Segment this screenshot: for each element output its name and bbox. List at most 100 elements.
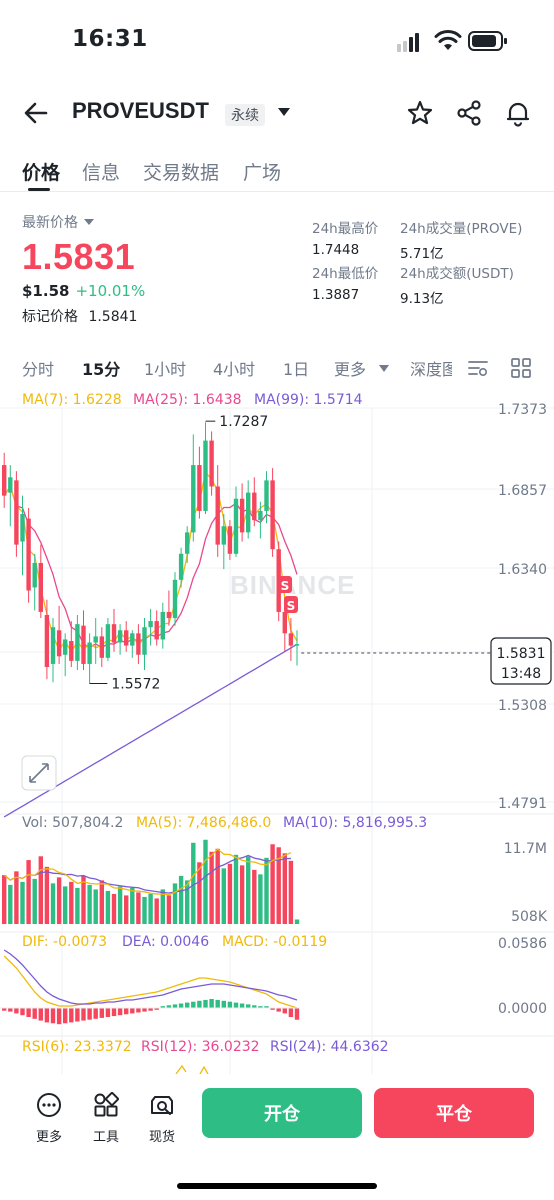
kline-chart-svg[interactable]: BINANCE 1.7373 1.6857 1.6340 1.5308 1.4791 1.7… <box>0 384 554 1074</box>
tools-label: 工具 <box>92 1130 119 1145</box>
binance-watermark: BINANCE <box>230 570 355 600</box>
volume-ma5-indicator: MA(5): 7,486,486.0 <box>136 815 272 831</box>
kline-chart[interactable]: BINANCE 1.7373 1.6857 1.6340 1.5308 1.4791 1.7… <box>0 384 554 1074</box>
pair-dropdown-caret-icon[interactable] <box>278 108 290 116</box>
tab-info[interactable]: 信息 <box>82 162 121 184</box>
stat-value: 1.7448 <box>312 242 360 258</box>
layout-grid-icon[interactable] <box>510 358 532 378</box>
volume-bar <box>87 884 92 924</box>
macd-histogram-bar <box>69 1008 74 1023</box>
macd-histogram-bar <box>75 1008 80 1022</box>
macd-histogram-bar <box>14 1008 19 1014</box>
volume-bar <box>8 884 13 924</box>
share-icon[interactable] <box>455 99 483 127</box>
bell-icon[interactable] <box>504 99 532 127</box>
bottom-action-bar: 更多 工具 现货 开仓 平仓 <box>0 1078 554 1158</box>
candle-body <box>197 465 202 511</box>
timeframe-depth[interactable]: 深度图 <box>410 360 452 379</box>
star-icon[interactable] <box>406 99 434 127</box>
candle-body <box>32 562 37 588</box>
stat-value: 5.71亿 <box>400 246 444 262</box>
candle-body <box>75 624 80 661</box>
timeframe-15m[interactable]: 15分 <box>82 360 121 379</box>
candle-body <box>111 624 117 643</box>
dif-indicator: DIF: -0.0073 <box>22 934 108 950</box>
candle-body <box>160 611 165 640</box>
macd-histogram-bar <box>154 1008 159 1010</box>
tab-price[interactable]: 价格 <box>22 162 61 184</box>
stat-24h-low: 24h最低价 1.3887 <box>312 262 378 303</box>
macd-histogram-bar <box>20 1008 25 1016</box>
timeframe-4h[interactable]: 4小时 <box>213 360 256 379</box>
volume-bar <box>252 869 257 924</box>
volume-bar <box>63 886 68 924</box>
volume-bar <box>246 856 251 924</box>
contract-type-badge: 永续 <box>225 104 265 126</box>
candle-body <box>246 492 251 533</box>
status-bar: 16:31 <box>0 0 554 84</box>
usd-price: $1.58 <box>22 282 70 300</box>
latest-price-label-text: 最新价格 <box>22 215 78 231</box>
candle-body <box>203 440 208 511</box>
volume-bar <box>160 889 165 924</box>
timeframe-line[interactable]: 分时 <box>22 360 55 379</box>
macd-histogram-bar <box>172 1004 178 1008</box>
sell-marker-label: S <box>287 599 296 613</box>
tab-trading-data[interactable]: 交易数据 <box>143 162 220 184</box>
volume-ma10-indicator: MA(10): 5,816,995.3 <box>283 815 428 831</box>
candle-body <box>81 625 86 664</box>
volume-axis-label: 508K <box>511 909 548 925</box>
volume-bar <box>215 848 220 924</box>
pair-title[interactable]: PROVEUSDT <box>72 98 209 123</box>
timeframe-1h[interactable]: 1小时 <box>144 360 187 379</box>
candle-body <box>209 440 214 487</box>
candle-body <box>252 492 257 521</box>
ma99-indicator: MA(99): 1.5714 <box>254 392 363 408</box>
latest-price-label[interactable]: 最新价格 <box>22 212 94 232</box>
macd-histogram-bar <box>117 1008 123 1016</box>
candle-body <box>178 553 184 580</box>
volume-bar <box>154 898 159 924</box>
macd-histogram-bar <box>246 1004 251 1008</box>
macd-histogram-bar <box>227 1001 233 1008</box>
tools-button[interactable]: 工具 <box>86 1092 126 1145</box>
candle-body <box>264 480 269 511</box>
close-position-button[interactable]: 平仓 <box>374 1088 534 1138</box>
high-marker-label: 1.7287 <box>219 414 268 430</box>
ma99-line <box>3 643 298 818</box>
macd-histogram-bar <box>160 1006 165 1008</box>
open-position-button[interactable]: 开仓 <box>202 1088 362 1138</box>
more-button[interactable]: 更多 <box>29 1092 69 1145</box>
stat-label: 24h成交额(USDT) <box>400 266 514 282</box>
volume-bar <box>288 860 294 924</box>
ma7-indicator: MA(7): 1.6228 <box>22 392 122 408</box>
macd-histogram-bar <box>276 1008 281 1012</box>
macd-histogram-bar <box>191 1001 196 1008</box>
more-caret-icon <box>379 365 389 372</box>
dif-line <box>3 955 298 1009</box>
volume-bar <box>264 857 269 924</box>
macd-histogram-bar <box>221 1000 226 1008</box>
spot-label: 现货 <box>148 1130 175 1145</box>
timeframe-more[interactable]: 更多 <box>334 360 367 379</box>
volume-bar <box>56 877 62 924</box>
back-arrow-icon[interactable] <box>22 100 50 126</box>
volume-bar <box>178 875 184 924</box>
volume-bar <box>197 862 202 924</box>
usd-change-row: $1.58 +10.01% <box>22 282 145 300</box>
volume-bar <box>209 851 214 924</box>
candle-body <box>69 640 74 661</box>
price-axis-label: 1.6340 <box>498 562 547 578</box>
candle-body <box>215 486 220 545</box>
volume-bar <box>270 844 275 924</box>
tab-square[interactable]: 广场 <box>243 162 282 184</box>
volume-bar <box>32 878 37 924</box>
indicator-settings-icon[interactable] <box>467 358 489 378</box>
macd-histogram-bar <box>233 1002 239 1008</box>
spot-button[interactable]: 现货 <box>142 1092 182 1145</box>
volume-indicator: Vol: 507,804.2 <box>22 815 124 831</box>
stat-label: 24h最高价 <box>312 221 379 237</box>
timeframe-1d[interactable]: 1日 <box>283 360 310 379</box>
expand-arrows-icon <box>29 763 49 783</box>
candle-body <box>227 526 233 554</box>
